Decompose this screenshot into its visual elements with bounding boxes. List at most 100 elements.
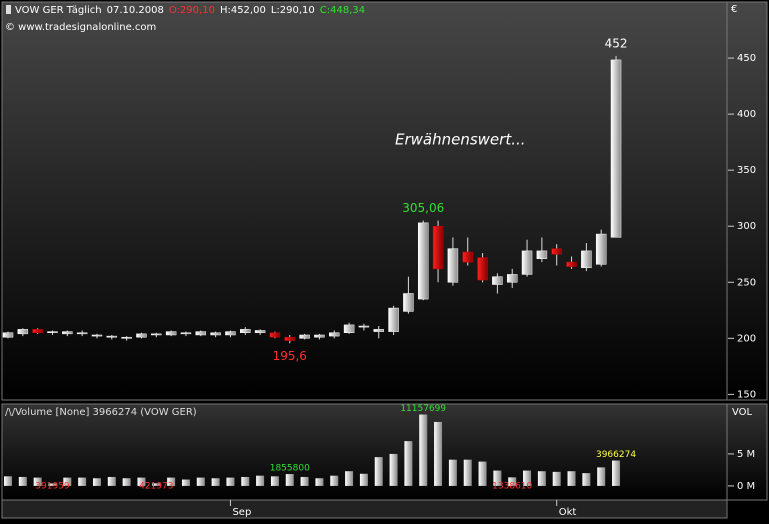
candle-body [536,250,548,259]
y-tick-label: 350 [737,165,756,176]
volume-bar [537,471,546,486]
candle-body [254,330,266,333]
y-tick-label: 200 [737,333,756,344]
y-tick-label: 450 [737,53,756,64]
candle-body [151,333,162,336]
price-panel [1,1,728,401]
candle-body [343,324,355,333]
volume-bar [508,477,517,486]
candle-body [595,233,607,265]
volume-bar [48,483,57,486]
y-tick-label: 0 M [737,481,755,492]
volume-bar [434,421,443,486]
y-tick-label: 5 M [737,449,755,460]
y-tick-label: 250 [737,277,756,288]
candle-body [2,332,14,338]
volume-bar [196,477,205,486]
candle-body [284,336,296,341]
volume-bar [359,473,368,486]
candle-body [165,331,177,336]
candle-body [521,250,533,275]
candle-body [417,222,429,300]
volume-bar [241,476,250,486]
volume-label: 3966274 [596,450,636,460]
volume-bar [345,471,354,486]
header: VOW GER Täglich 07.10.2008 O:290,10 H:452,0… [15,5,365,16]
volume-bar [315,478,324,486]
currency: € [731,4,737,15]
volume-label: 1855800 [270,464,310,474]
candle-body [106,335,118,338]
volume-bar [107,476,116,486]
candle-body [225,331,236,336]
volume-bar [582,473,591,486]
volume-bar [478,461,487,486]
volume-bar [92,478,101,486]
volume-bar [226,477,235,486]
candle-body [388,307,399,332]
volume-bar [493,470,502,486]
volume-bar [78,477,87,486]
volume-label: 421973 [139,481,173,491]
candle-body [299,334,310,339]
candle-body [121,336,132,339]
y-tick-label: 300 [737,221,756,232]
candle-body [240,329,251,333]
volume-bar [552,471,561,486]
price-axis [726,1,768,401]
candle-body [210,332,221,336]
volume-bar [152,483,161,486]
candle-body [551,248,562,255]
volume-label: 11157699 [400,404,446,414]
volume-bar [330,475,339,486]
y-tick-label: 400 [737,109,756,120]
volume-bar [300,476,309,486]
volume-bar [270,476,279,486]
candle-body [269,332,281,338]
volume-bar [33,477,42,486]
volume-bar [137,477,146,486]
y-tick-label: 150 [737,389,756,400]
volume-bar [285,474,294,486]
volume-bar [167,477,176,486]
time-axis [1,499,728,519]
volume-bar [448,459,457,486]
volume-bar [63,477,72,486]
candle-body [610,59,622,238]
volume-bar [404,441,413,486]
volume-bar [523,470,532,486]
candle-body [477,257,488,281]
price-label: 305,06 [402,201,444,215]
candle-body [447,248,459,283]
volume-label: 1338610 [492,481,532,491]
volume-bar [122,478,131,486]
candle-body [373,329,384,332]
header-part: L:290,10 [271,5,315,16]
candle-body [47,331,58,333]
candle-body [506,274,518,283]
header-part: O:290,10 [169,5,215,16]
header-part: H:452,00 [220,5,266,16]
subtitle: © www.tradesignalonline.com [5,22,156,33]
volume-label: 391959 [35,481,70,491]
candle-body [180,332,192,335]
price-label: 452 [605,36,628,50]
x-tick-label: Okt [559,507,577,518]
volume-axis [726,403,768,501]
candle-body [76,332,88,335]
volume-bar [4,476,12,486]
volume-bar [419,414,428,486]
header-part: 07.10.2008 [107,5,164,16]
candle-body [432,225,444,270]
icon [6,5,11,14]
candle-body [17,329,29,335]
volume-bar [612,460,621,486]
x-tick-label: Sep [232,507,251,518]
volume-bar [181,479,190,486]
volume-bar [389,453,398,486]
price-label: 195,6 [273,349,307,363]
volume-bar [211,478,220,486]
candle-body [566,261,577,267]
volume-bar [18,476,27,486]
